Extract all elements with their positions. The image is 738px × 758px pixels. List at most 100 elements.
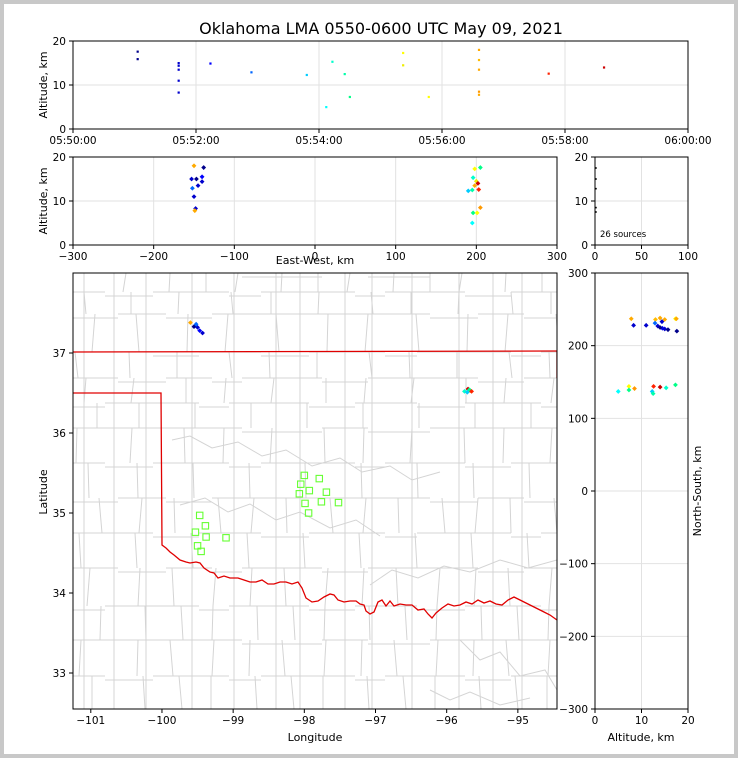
lma-station-marker: [322, 488, 331, 496]
ew-altitude-ticks: −300 −200 −100 0 100 200 300 0 10 20: [53, 152, 567, 263]
lightning-source-point: [177, 91, 180, 94]
lightning-source-point: [665, 327, 671, 333]
lightning-source-point: [469, 187, 475, 193]
lightning-source-point: [470, 210, 476, 216]
lightning-source-point: [209, 62, 212, 65]
lightning-source-point: [325, 106, 328, 109]
lma-station-marker: [201, 522, 210, 530]
lightning-source-point: [189, 176, 194, 182]
histogram-ytick-label: 10: [575, 196, 588, 208]
ew-altitude-ytick-label: 0: [59, 240, 66, 252]
time-altitude-panel: 05:50:00 05:52:00 05:54:00 05:56:00 05:58:00…: [37, 36, 712, 147]
altitude-ns-ytick-label: −300: [559, 704, 588, 716]
altitude-ns-ytick-label: −200: [559, 631, 588, 643]
lightning-source-point: [477, 165, 483, 170]
histogram-ticks: 0 50 100 0 10 20: [575, 152, 698, 263]
histogram-count-point: [595, 187, 597, 190]
lightning-source-point: [136, 58, 139, 61]
lightning-source-point: [477, 58, 481, 62]
plan-view-ylabel: Latitude: [37, 469, 50, 515]
lightning-source-point: [192, 208, 198, 214]
lightning-source-point: [427, 95, 430, 99]
ew-altitude-xtick-label: 300: [547, 251, 567, 263]
lightning-source-point: [663, 385, 669, 391]
lightning-source-point: [177, 79, 180, 82]
plan-view-ytick-label: 36: [53, 428, 67, 440]
time-altitude-ytick-label: 0: [59, 124, 66, 136]
lightning-source-point: [199, 179, 205, 185]
lightning-source-point: [467, 387, 472, 393]
lightning-source-point: [177, 64, 180, 67]
histogram-count-point: [595, 178, 597, 180]
ew-altitude-ylabel: Altitude, km: [37, 167, 50, 234]
time-altitude-xtick-label: 05:50:00: [49, 135, 96, 147]
lma-station-marker: [295, 490, 304, 498]
altitude-ns-panel: 0 10 20 −300 −200 −100 0 100 200 300 North-South,…: [559, 268, 704, 744]
oklahoma-border-north: [73, 350, 557, 353]
plan-view-ytick-label: 33: [53, 668, 66, 680]
time-altitude-xtick-label: 05:52:00: [172, 135, 219, 147]
lightning-source-point: [657, 315, 663, 321]
lightning-source-point: [632, 386, 637, 391]
time-altitude-ylabel: Altitude, km: [37, 51, 50, 118]
lightning-source-point: [195, 183, 201, 188]
histogram-panel: 0 50 100 0 10 20 26 sources: [575, 152, 698, 263]
state-boundary: [73, 350, 557, 621]
ew-altitude-xlabel: East-West, km: [276, 254, 354, 267]
lightning-source-point: [674, 328, 680, 334]
lma-station-marker: [301, 499, 309, 508]
time-altitude-xtick-label: 06:00:00: [664, 135, 711, 147]
plan-view-frame: [72, 272, 558, 710]
lightning-source-point: [465, 188, 471, 194]
altitude-ns-ticks: 0 10 20 −300 −200 −100 0 100 200 300: [559, 268, 695, 727]
time-altitude-points: [136, 48, 606, 109]
histogram-xtick-label: 50: [635, 251, 648, 263]
ew-altitude-ytick-label: 20: [53, 152, 66, 164]
lightning-source-point: [305, 73, 308, 77]
altitude-ns-xlabel: Altitude, km: [607, 731, 674, 744]
lightning-source-point: [191, 194, 197, 199]
plan-view-ytick-label: 35: [53, 508, 66, 520]
lightning-source-point: [464, 389, 470, 395]
lma-station-marker: [297, 480, 305, 488]
plan-view-xtick-label: −96: [436, 715, 458, 727]
lightning-source-point: [201, 165, 207, 170]
lma-station-marker: [202, 533, 210, 541]
altitude-ns-ytick-label: 300: [568, 268, 588, 280]
plan-view-xtick-label: −95: [507, 715, 529, 727]
lightning-source-point: [653, 317, 658, 322]
lightning-source-point: [197, 328, 203, 333]
figure-frame: Oklahoma LMA 0550-0600 UTC May 09, 2021 …: [4, 4, 734, 754]
histogram-count-point: [595, 211, 597, 213]
lightning-source-point: [200, 330, 205, 336]
lightning-source-point: [602, 66, 606, 69]
altitude-ns-points: [615, 315, 680, 397]
lightning-source-point: [193, 321, 199, 327]
lma-station-marker: [317, 498, 326, 506]
histogram-count-point: [595, 167, 597, 169]
altitude-ns-grid: [594, 272, 689, 710]
figure-canvas: Oklahoma LMA 0550-0600 UTC May 09, 2021 …: [37, 19, 712, 744]
ew-altitude-xtick-label: −200: [139, 251, 168, 263]
lightning-source-point: [659, 319, 665, 325]
lightning-source-point: [651, 383, 656, 389]
lightning-source-point: [472, 166, 478, 172]
lightning-source-point: [191, 163, 197, 169]
lightning-source-point: [193, 206, 199, 211]
ew-altitude-panel: −300 −200 −100 0 100 200 300 0 10 20 Altitude, km…: [37, 152, 567, 267]
histogram-xtick-label: 100: [678, 251, 698, 263]
lightning-source-point: [477, 68, 481, 71]
lightning-source-point: [402, 51, 405, 55]
plan-view-panel: −101 −100 −99 −98 −97 −96 −95 33 34 35 36 37 Latitu…: [37, 272, 558, 744]
lma-station-marker: [222, 534, 230, 542]
plan-view-xtick-label: −98: [293, 715, 315, 727]
ew-altitude-points: [189, 163, 483, 226]
plan-view-points: [188, 320, 474, 395]
lightning-source-point: [199, 174, 205, 180]
altitude-ns-xtick-label: 0: [592, 715, 599, 727]
river-county-lines: [171, 435, 557, 706]
lma-station-marker: [334, 498, 343, 507]
county-lines: [73, 273, 557, 709]
lightning-source-point: [626, 383, 632, 389]
lma-station-marker: [195, 511, 204, 520]
